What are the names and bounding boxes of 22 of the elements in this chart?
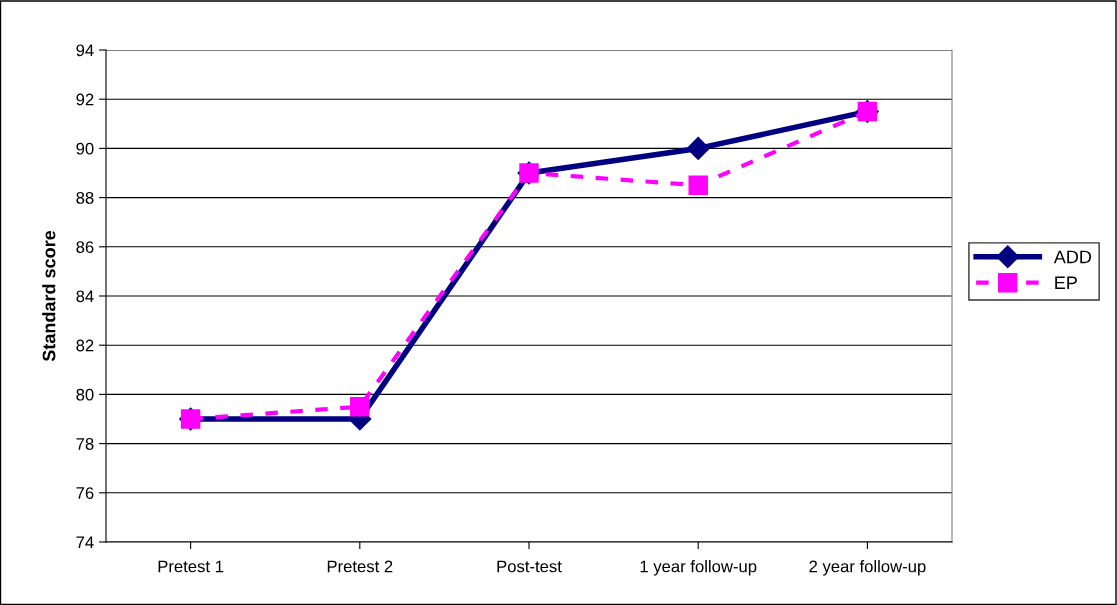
- y-tick-label: 78: [76, 438, 94, 450]
- y-tick-label: 74: [76, 536, 94, 549]
- legend-label: EP: [1055, 276, 1077, 289]
- x-tick-label: 1 year follow-up: [640, 560, 757, 576]
- x-tick-label: Pretest 2: [327, 560, 393, 573]
- y-tick-label: 84: [76, 290, 94, 303]
- y-tick-label: 88: [76, 192, 94, 204]
- y-tick-label: 92: [76, 93, 94, 106]
- y-axis-title: Standard score: [42, 230, 56, 362]
- y-tick-label: 86: [76, 241, 94, 253]
- point: [688, 175, 708, 196]
- x-tick-label: Pretest 1: [158, 560, 224, 573]
- y-tick-label: 76: [76, 487, 94, 499]
- y-tick-label: 94: [76, 44, 94, 57]
- y-tick-label: 90: [76, 142, 94, 155]
- x-tick-label: 2 year follow-up: [809, 560, 926, 576]
- y-tick-label: 82: [76, 339, 94, 352]
- legend-label: ADD: [1053, 250, 1092, 264]
- x-tick-label: Post-test: [497, 560, 562, 573]
- y-tick-label: 80: [76, 388, 94, 401]
- point: [350, 396, 370, 417]
- point: [686, 136, 710, 160]
